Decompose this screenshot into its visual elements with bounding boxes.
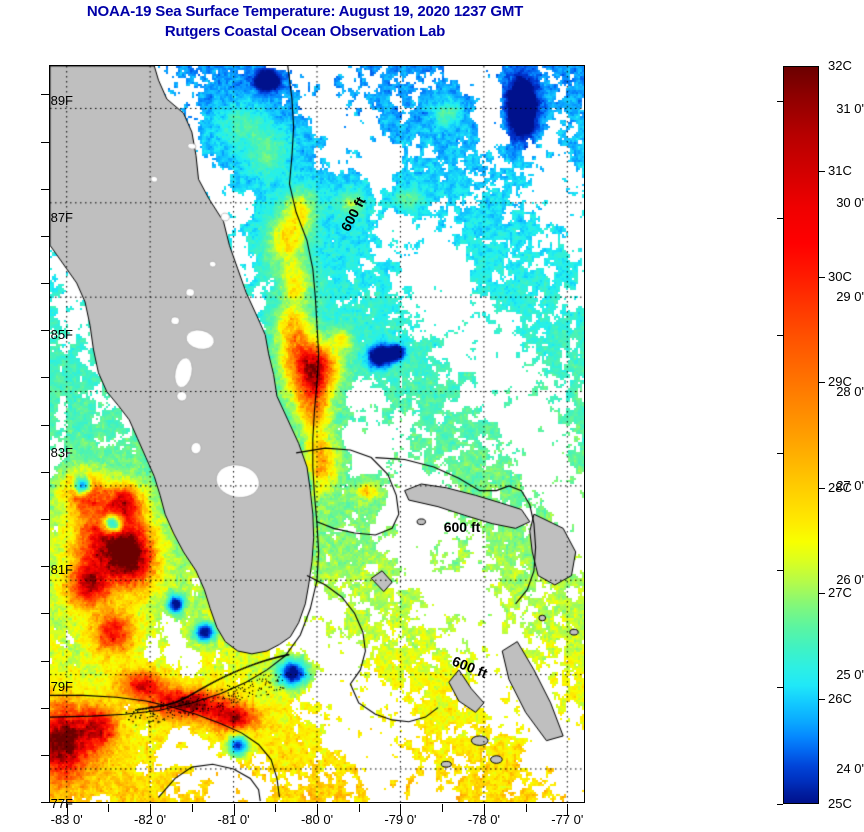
x-tick--81.5 <box>191 804 193 812</box>
x-tick--82.5 <box>108 804 110 812</box>
x-tick--77.5 <box>525 804 527 812</box>
colorbar-tick-77F <box>777 804 783 805</box>
colorbar-tick-81F <box>777 569 783 571</box>
temperature-colorbar <box>783 66 819 804</box>
colorbar-label-30C: 30C <box>828 268 852 284</box>
y-tick-25.6 <box>41 613 49 615</box>
y-tick-28.6 <box>41 330 49 332</box>
y-tick-29.6 <box>41 235 49 237</box>
colorbar-label-26C: 26C <box>828 690 852 706</box>
colorbar-tick-83F <box>777 452 783 454</box>
x-axis-label--77: -77 0' <box>551 812 584 827</box>
x-tick--82.0 <box>150 804 152 816</box>
colorbar-label-28C: 28C <box>828 479 852 495</box>
colorbar-tick-28C <box>819 487 825 489</box>
colorbar-label-32C: 32C <box>828 58 852 73</box>
colorbar-label-79F: 79F <box>50 678 73 694</box>
contour-label-600ft-1: 600 ft <box>443 519 481 535</box>
y-axis-label-30: 30 0' <box>836 194 864 210</box>
y-tick-28.1 <box>41 377 49 379</box>
x-tick--81.0 <box>233 804 235 816</box>
y-tick-30.6 <box>41 141 49 143</box>
y-tick-23.6 <box>41 802 49 803</box>
x-tick--80.5 <box>275 804 277 812</box>
colorbar-label-81F: 81F <box>50 561 73 577</box>
y-axis-label-26: 26 0' <box>836 572 864 588</box>
y-tick-24.6 <box>41 707 49 709</box>
x-tick--77.0 <box>567 804 569 816</box>
colorbar-label-31C: 31C <box>828 163 852 179</box>
y-tick-30.1 <box>41 188 49 190</box>
y-axis-label-24: 24 0' <box>836 761 864 776</box>
x-tick--80.0 <box>317 804 318 816</box>
y-tick-26.1 <box>41 566 49 568</box>
y-axis-label-29: 29 0' <box>836 289 864 305</box>
y-axis-label-25: 25 0' <box>836 666 864 682</box>
x-tick--79.5 <box>358 804 360 812</box>
title-line-1: NOAA-19 Sea Surface Temperature: August … <box>86 3 524 20</box>
y-tick-31.1 <box>41 94 49 96</box>
x-tick--79.0 <box>400 804 402 816</box>
y-tick-26.6 <box>41 518 49 520</box>
title-line-2: Rutgers Coastal Ocean Observation Lab <box>164 23 446 40</box>
y-axis-label-31: 31 0' <box>836 100 864 116</box>
y-tick-24.1 <box>41 754 49 756</box>
x-tick--78.5 <box>442 804 444 812</box>
x-axis-label--80: -80 0' <box>300 812 334 827</box>
x-axis-label--78: -78 0' <box>467 812 500 827</box>
colorbar-tick-85F <box>777 335 783 337</box>
x-tick--83.0 <box>66 804 68 816</box>
colorbar-label-77F: 77F <box>50 796 73 811</box>
colorbar-tick-87F <box>777 218 783 220</box>
y-tick-25.1 <box>41 660 49 662</box>
colorbar-tick-79F <box>777 686 783 688</box>
x-axis-label--82: -82 0' <box>134 812 167 827</box>
colorbar-label-87F: 87F <box>50 210 73 226</box>
y-axis-label-28: 28 0' <box>836 383 864 399</box>
y-tick-27.1 <box>41 471 49 473</box>
y-tick-29.1 <box>41 283 49 284</box>
colorbar-label-25C: 25C <box>828 796 852 811</box>
x-axis-label--81: -81 0' <box>217 812 250 827</box>
colorbar-tick-89F <box>777 101 783 103</box>
colorbar-tick-30C <box>819 276 825 278</box>
x-axis-label--79: -79 0' <box>384 812 417 827</box>
colorbar-label-85F: 85F <box>50 327 73 343</box>
colorbar-tick-26C <box>819 698 825 700</box>
colorbar-label-89F: 89F <box>50 93 73 109</box>
colorbar-frame <box>783 66 819 804</box>
sst-raster-canvas <box>50 66 584 802</box>
colorbar-tick-31C <box>819 171 825 173</box>
y-axis-label-27: 27 0' <box>836 477 864 493</box>
colorbar-tick-29C <box>819 382 825 384</box>
x-tick--78.0 <box>483 804 485 816</box>
colorbar-gradient <box>784 67 818 803</box>
colorbar-label-83F: 83F <box>50 444 73 460</box>
page-title: NOAA-19 Sea Surface Temperature: August … <box>0 2 610 42</box>
y-tick-27.6 <box>41 424 49 426</box>
x-axis-label--83: -83 0' <box>50 812 83 827</box>
colorbar-label-27C: 27C <box>828 585 852 601</box>
colorbar-tick-27C <box>819 593 825 595</box>
colorbar-label-29C: 29C <box>828 374 852 390</box>
